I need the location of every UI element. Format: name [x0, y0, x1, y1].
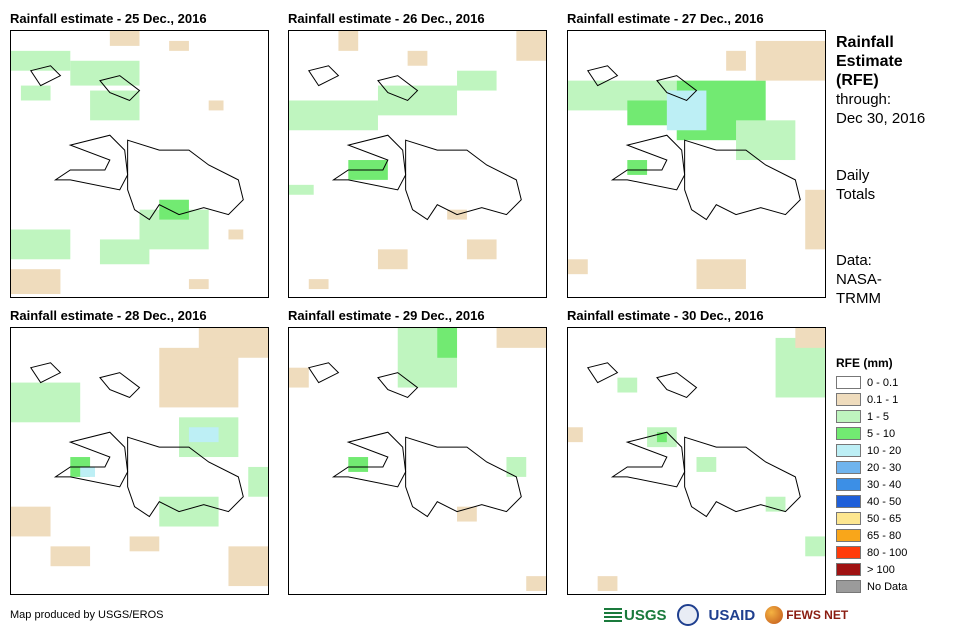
legend-swatch	[836, 444, 861, 457]
map-canvas	[11, 328, 268, 587]
rfe-legend: RFE (mm) 0 - 0.1 0.1 - 1 1 - 5 5 - 10 10…	[836, 356, 907, 595]
coastline-outline	[307, 362, 522, 518]
rainfall-map-30-dec	[567, 327, 826, 595]
legend-item: 65 - 80	[836, 527, 907, 544]
legend-item: 0.1 - 1	[836, 391, 907, 408]
legend-label: 5 - 10	[867, 427, 896, 440]
legend-item: 0 - 0.1	[836, 374, 907, 391]
coastline-outline	[29, 65, 244, 221]
usaid-logo: USAID	[708, 606, 756, 624]
usgs-wave-icon	[604, 608, 622, 622]
through-label: through:	[836, 91, 892, 108]
coastline-outline	[586, 362, 801, 518]
map-credit: Map produced by USGS/EROS	[10, 609, 164, 621]
legend-item: 40 - 50	[836, 493, 907, 510]
fews-net-logo: FEWS NET	[765, 606, 848, 624]
legend-label: 10 - 20	[867, 444, 902, 457]
legend-swatch	[836, 580, 861, 593]
legend-item: 1 - 5	[836, 408, 907, 425]
legend-swatch	[836, 410, 861, 423]
legend-swatch	[836, 512, 861, 525]
coastline-outline	[29, 362, 244, 518]
legend-swatch	[836, 529, 861, 542]
legend-label: 20 - 30	[867, 461, 902, 474]
legend-label: 1 - 5	[867, 410, 890, 423]
legend-swatch	[836, 393, 861, 406]
legend-label: No Data	[867, 580, 908, 593]
usgs-logo-text: USGS	[624, 606, 667, 624]
side-heading-line3: (RFE)	[836, 72, 879, 89]
globe-icon	[765, 606, 784, 624]
source-block: Data: NASA- TRMM	[836, 251, 882, 308]
rainfall-map-29-dec	[288, 327, 547, 595]
rain-cells	[568, 328, 825, 592]
legend-item: 20 - 30	[836, 459, 907, 476]
fews-net-logo-text: FEWS NET	[786, 608, 849, 622]
usaid-seal-icon	[676, 604, 699, 626]
legend-item: 50 - 65	[836, 510, 907, 527]
totals-line2: Totals	[836, 186, 876, 203]
legend-item: 80 - 100	[836, 544, 907, 561]
map-canvas	[289, 328, 546, 592]
totals-line1: Daily	[836, 167, 870, 184]
totals-block: Daily Totals	[836, 166, 875, 204]
legend-label: 40 - 50	[867, 495, 902, 508]
legend-item: 10 - 20	[836, 442, 907, 459]
panel-title-30-dec: Rainfall estimate - 30 Dec., 2016	[567, 308, 764, 323]
side-heading-block: Rainfall Estimate (RFE) through: Dec 30,…	[836, 33, 925, 128]
source-line2: NASA-	[836, 271, 882, 288]
panel-title-27-dec: Rainfall estimate - 27 Dec., 2016	[567, 11, 764, 26]
map-canvas	[289, 31, 546, 290]
panel-title-26-dec: Rainfall estimate - 26 Dec., 2016	[288, 11, 485, 26]
map-canvas	[568, 40, 825, 290]
map-canvas	[11, 31, 244, 295]
legend-swatch	[836, 563, 861, 576]
legend-swatch	[836, 376, 861, 389]
coastline-outline	[307, 65, 522, 221]
rain-cells	[11, 328, 268, 587]
partner-logos: USGS USAID FEWS NET	[604, 604, 848, 626]
source-line1: Data:	[836, 252, 872, 269]
rainfall-map-26-dec	[288, 30, 547, 298]
legend-swatch	[836, 478, 861, 491]
panel-title-28-dec: Rainfall estimate - 28 Dec., 2016	[10, 308, 207, 323]
map-canvas	[568, 328, 825, 592]
legend-label: 50 - 65	[867, 512, 902, 525]
legend-item: 30 - 40	[836, 476, 907, 493]
legend-item: 5 - 10	[836, 425, 907, 442]
legend-swatch	[836, 546, 861, 559]
legend-label: 80 - 100	[867, 546, 908, 559]
rainfall-map-28-dec	[10, 327, 269, 595]
rain-cells	[568, 40, 825, 290]
rain-cells	[289, 328, 546, 592]
legend-label: 0.1 - 1	[867, 393, 899, 406]
legend-swatch	[836, 461, 861, 474]
legend-item: > 100	[836, 561, 907, 578]
legend-label: 65 - 80	[867, 529, 902, 542]
rain-cells	[289, 31, 546, 290]
rainfall-map-25-dec	[10, 30, 269, 298]
side-heading-line1: Rainfall	[836, 34, 894, 51]
coastline-outline	[586, 65, 801, 221]
usgs-logo: USGS	[604, 607, 667, 624]
legend-label: 0 - 0.1	[867, 376, 899, 389]
panel-title-25-dec: Rainfall estimate - 25 Dec., 2016	[10, 11, 207, 26]
legend-title: RFE (mm)	[836, 356, 893, 370]
source-line3: TRMM	[836, 290, 881, 307]
through-date: Dec 30, 2016	[836, 110, 926, 127]
legend-swatch	[836, 495, 861, 508]
legend-label: > 100	[867, 563, 895, 576]
panel-title-29-dec: Rainfall estimate - 29 Dec., 2016	[288, 308, 485, 323]
legend-item: No Data	[836, 578, 907, 595]
rain-cells	[11, 31, 244, 295]
legend-swatch	[836, 427, 861, 440]
rainfall-map-27-dec	[567, 30, 826, 298]
legend-label: 30 - 40	[867, 478, 902, 491]
side-heading-line2: Estimate	[836, 53, 903, 70]
